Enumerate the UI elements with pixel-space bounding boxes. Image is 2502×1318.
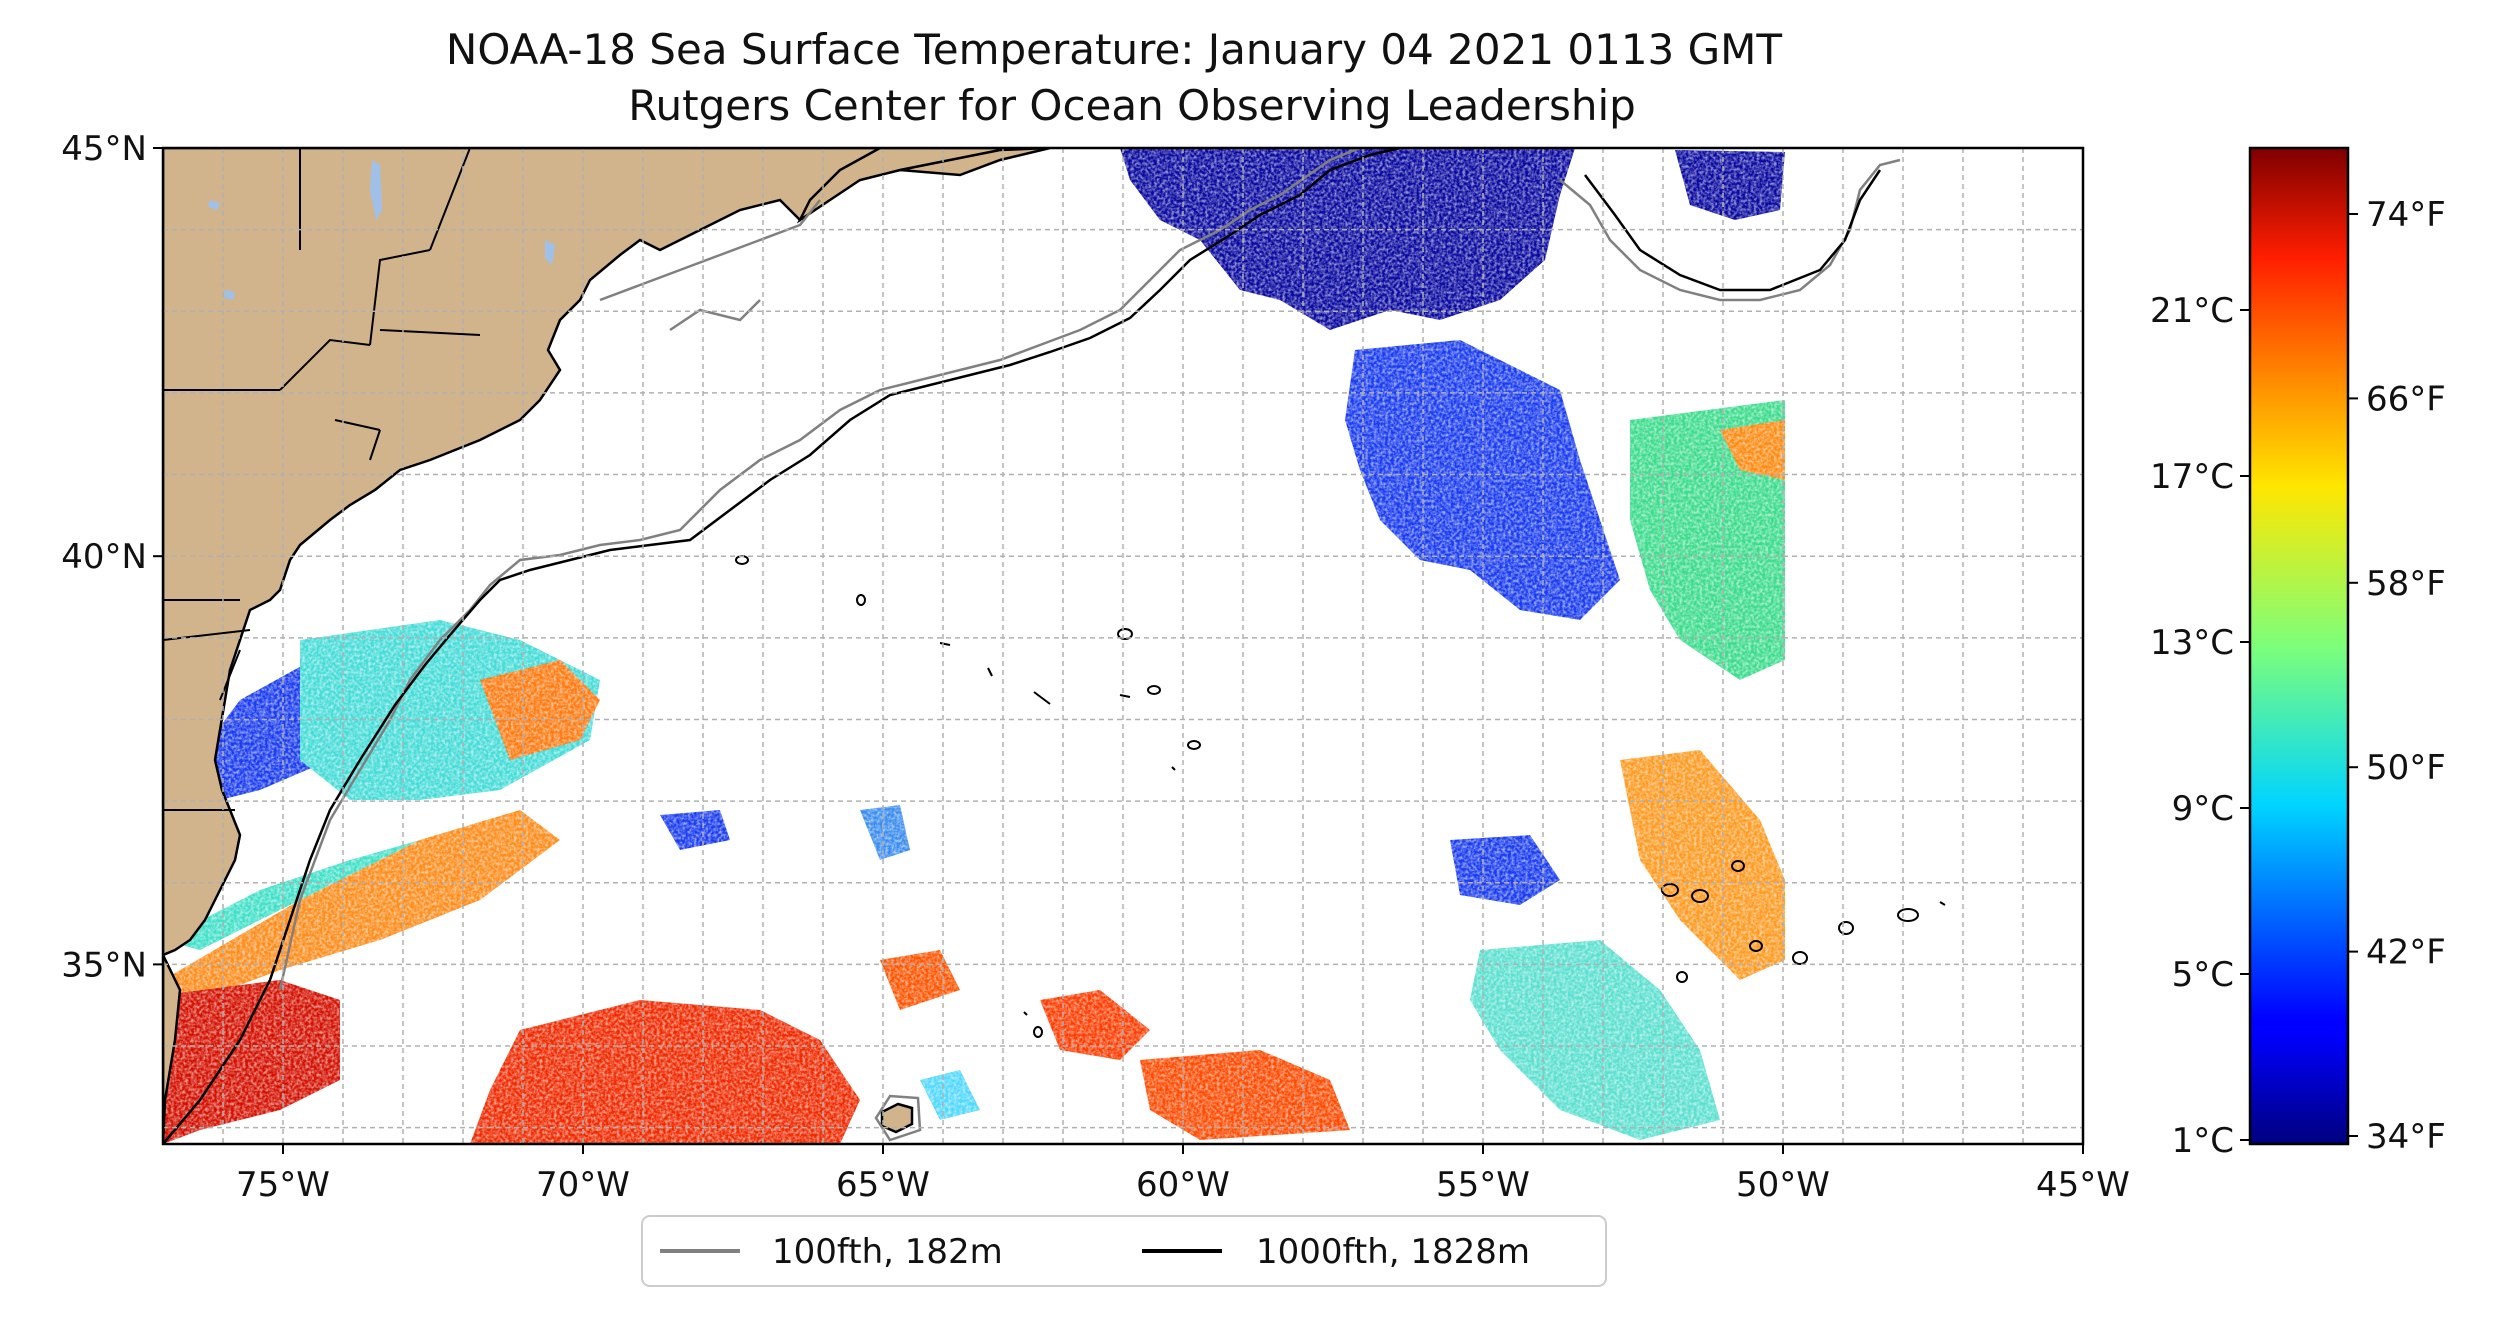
fahrenheit-tick-label: 58°F [2366,564,2446,604]
lon-tick-label: 75°W [236,1165,330,1205]
legend-label-1000fth: 1000fth, 1828m [1256,1232,1530,1272]
legend: 100fth, 182m 1000fth, 1828m [641,1215,1607,1287]
celsius-tick-label: 17°C [2150,457,2234,497]
bermuda-island [874,1094,922,1142]
celsius-tick-label: 9°C [2172,789,2234,829]
land-peninsula-south [163,954,182,1144]
land-layer [163,148,1051,1144]
lake-small-2 [224,290,235,300]
legend-box [641,1215,1607,1287]
fahrenheit-tick-label: 66°F [2366,379,2446,419]
isobath-1000fth [163,148,1882,1144]
longitude-axis: 75°W 70°W 65°W 60°W 55°W 50°W 45°W [236,1144,2130,1205]
map-frame [161,146,2085,1146]
colorbar-gradient [2248,146,2350,1146]
celsius-tick-label: 1°C [2172,1121,2234,1161]
celsius-tick-label: 5°C [2172,955,2234,995]
land-north-america [163,148,1051,957]
gridlines [163,148,2083,1144]
colorbar-celsius-ticks: 1°C 5°C 9°C 13°C 17°C 21°C [2150,291,2250,1161]
fahrenheit-tick-label: 74°F [2366,195,2446,235]
lon-tick-label: 65°W [836,1165,930,1205]
isobath-100fth [278,148,1901,991]
celsius-tick-label: 13°C [2150,623,2234,663]
fahrenheit-tick-label: 34°F [2366,1117,2446,1157]
lon-tick-label: 50°W [1736,1165,1830,1205]
fahrenheit-tick-label: 42°F [2366,933,2446,973]
lon-tick-label: 60°W [1136,1165,1230,1205]
lon-tick-label: 55°W [1436,1165,1530,1205]
lakes-layer [208,160,555,300]
fahrenheit-tick-label: 50°F [2366,748,2446,788]
colorbar-fahrenheit-ticks: 34°F 42°F 50°F 58°F 66°F 74°F [2348,195,2446,1157]
lake-small-1 [545,240,555,265]
lat-tick-label: 40°N [61,537,147,577]
state-borders [163,148,481,811]
lat-tick-label: 35°N [61,945,147,985]
lon-tick-label: 45°W [2036,1165,2130,1205]
lon-tick-label: 70°W [536,1165,630,1205]
celsius-tick-label: 21°C [2150,291,2234,331]
lake-small-3 [208,200,220,210]
latitude-axis: 45°N 40°N 35°N [61,129,163,985]
legend-label-100fth: 100fth, 182m [772,1232,1003,1272]
lake-champlain [370,160,382,220]
colorbar: 1°C 5°C 9°C 13°C 17°C 21°C 34°F 42°F 50°F 58°F 66… [2150,146,2446,1161]
lat-tick-label: 45°N [61,129,147,169]
map-subtitle: Rutgers Center for Ocean Observing Leade… [628,81,1636,130]
map-title: NOAA-18 Sea Surface Temperature: January… [446,25,1783,74]
